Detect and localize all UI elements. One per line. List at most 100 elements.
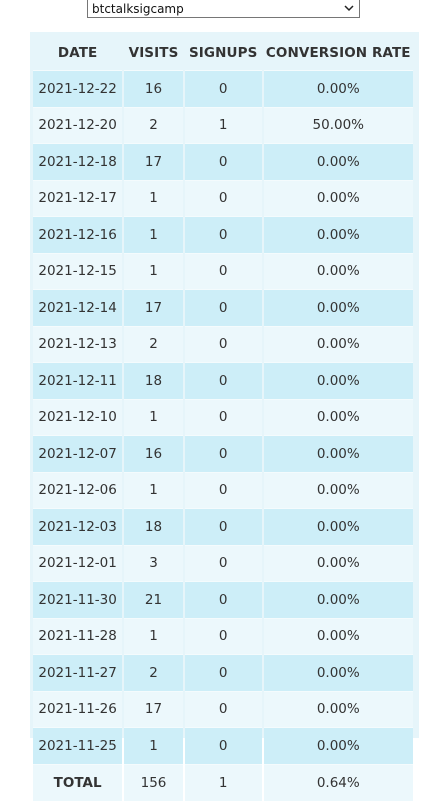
cell-conversion-rate: 0.00%: [263, 398, 413, 435]
cell-visits: 1: [124, 252, 183, 289]
cell-visits: 1: [124, 216, 183, 253]
cell-signups: 0: [184, 727, 262, 764]
cell-signups: 0: [184, 325, 262, 362]
cell-conversion-rate: 0.00%: [263, 508, 413, 545]
chevron-down-icon: [342, 2, 356, 16]
header-visits: VISITS: [128, 44, 179, 61]
total-visits: 156: [124, 763, 183, 801]
table-row: 2021-12-20 2 1 50.00%: [33, 106, 413, 143]
cell-conversion-rate: 0.00%: [263, 252, 413, 289]
cell-date: 2021-12-11: [33, 362, 123, 399]
cell-signups: 0: [184, 179, 262, 216]
table-row: 2021-12-17 1 0 0.00%: [33, 179, 413, 216]
table-row: 2021-12-06 1 0 0.00%: [33, 471, 413, 508]
cell-signups: 0: [184, 435, 262, 472]
cell-visits: 18: [124, 508, 183, 545]
table-row: 2021-12-07 16 0 0.00%: [33, 435, 413, 472]
cell-date: 2021-12-15: [33, 252, 123, 289]
header-signups: SIGNUPS: [188, 44, 258, 61]
cell-visits: 16: [124, 70, 183, 107]
cell-visits: 17: [124, 143, 183, 180]
cell-signups: 0: [184, 581, 262, 618]
cell-conversion-rate: 0.00%: [263, 727, 413, 764]
cell-conversion-rate: 0.00%: [263, 325, 413, 362]
cell-conversion-rate: 0.00%: [263, 362, 413, 399]
cell-signups: 0: [184, 143, 262, 180]
cell-signups: 0: [184, 544, 262, 581]
cell-conversion-rate: 0.00%: [263, 179, 413, 216]
cell-date: 2021-12-03: [33, 508, 123, 545]
cell-date: 2021-12-13: [33, 325, 123, 362]
cell-visits: 2: [124, 325, 183, 362]
cell-conversion-rate: 0.00%: [263, 544, 413, 581]
cell-date: 2021-12-01: [33, 544, 123, 581]
cell-visits: 3: [124, 544, 183, 581]
campaign-select-value: btctalksigcamp: [92, 1, 184, 16]
table-row: 2021-12-13 2 0 0.00%: [33, 325, 413, 362]
cell-visits: 16: [124, 435, 183, 472]
cell-date: 2021-12-16: [33, 216, 123, 253]
table-row: 2021-11-25 1 0 0.00%: [33, 727, 413, 764]
cell-date: 2021-11-26: [33, 690, 123, 727]
table-row: 2021-11-28 1 0 0.00%: [33, 617, 413, 654]
cell-date: 2021-11-27: [33, 654, 123, 691]
table-row: 2021-11-30 21 0 0.00%: [33, 581, 413, 618]
cell-signups: 0: [184, 617, 262, 654]
cell-conversion-rate: 0.00%: [263, 617, 413, 654]
total-conversion-rate: 0.64%: [263, 763, 413, 801]
table-row: 2021-12-10 1 0 0.00%: [33, 398, 413, 435]
cell-visits: 2: [124, 106, 183, 143]
cell-signups: 0: [184, 362, 262, 399]
cell-date: 2021-12-10: [33, 398, 123, 435]
cell-conversion-rate: 0.00%: [263, 581, 413, 618]
stats-table-container: DATE VISITS SIGNUPS CONVERSION RATE 2021…: [30, 32, 419, 801]
table-row: 2021-12-11 18 0 0.00%: [33, 362, 413, 399]
table-row: 2021-12-01 3 0 0.00%: [33, 544, 413, 581]
cell-conversion-rate: 0.00%: [263, 289, 413, 326]
table-row: 2021-12-15 1 0 0.00%: [33, 252, 413, 289]
table-row: 2021-12-03 18 0 0.00%: [33, 508, 413, 545]
stats-table: DATE VISITS SIGNUPS CONVERSION RATE 2021…: [31, 35, 415, 801]
table-row: 2021-12-22 16 0 0.00%: [33, 70, 413, 107]
cell-date: 2021-12-14: [33, 289, 123, 326]
cell-signups: 0: [184, 654, 262, 691]
cell-date: 2021-11-25: [33, 727, 123, 764]
cell-date: 2021-12-06: [33, 471, 123, 508]
cell-signups: 0: [184, 216, 262, 253]
cell-visits: 1: [124, 471, 183, 508]
cell-visits: 21: [124, 581, 183, 618]
header-date: DATE: [57, 44, 98, 61]
cell-conversion-rate: 0.00%: [263, 690, 413, 727]
table-row: 2021-11-26 17 0 0.00%: [33, 690, 413, 727]
cell-conversion-rate: 0.00%: [263, 471, 413, 508]
cell-visits: 17: [124, 289, 183, 326]
table-row: 2021-12-16 1 0 0.00%: [33, 216, 413, 253]
cell-visits: 18: [124, 362, 183, 399]
cell-date: 2021-12-18: [33, 143, 123, 180]
cell-date: 2021-12-22: [33, 70, 123, 107]
campaign-select[interactable]: btctalksigcamp: [87, 0, 360, 18]
cell-signups: 0: [184, 690, 262, 727]
cell-date: 2021-12-20: [33, 106, 123, 143]
table-row: 2021-11-27 2 0 0.00%: [33, 654, 413, 691]
total-signups: 1: [184, 763, 262, 801]
cell-conversion-rate: 0.00%: [263, 70, 413, 107]
cell-visits: 1: [124, 179, 183, 216]
cell-conversion-rate: 0.00%: [263, 654, 413, 691]
total-label: TOTAL: [33, 763, 123, 801]
table-row: 2021-12-18 17 0 0.00%: [33, 143, 413, 180]
cell-date: 2021-11-30: [33, 581, 123, 618]
cell-signups: 0: [184, 70, 262, 107]
cell-conversion-rate: 0.00%: [263, 435, 413, 472]
cell-signups: 0: [184, 252, 262, 289]
cell-date: 2021-11-28: [33, 617, 123, 654]
cell-visits: 1: [124, 398, 183, 435]
cell-visits: 2: [124, 654, 183, 691]
cell-conversion-rate: 0.00%: [263, 216, 413, 253]
cell-conversion-rate: 0.00%: [263, 143, 413, 180]
table-total-row: TOTAL 156 1 0.64%: [33, 763, 413, 801]
cell-visits: 1: [124, 617, 183, 654]
cell-date: 2021-12-17: [33, 179, 123, 216]
cell-signups: 0: [184, 289, 262, 326]
cell-signups: 0: [184, 398, 262, 435]
